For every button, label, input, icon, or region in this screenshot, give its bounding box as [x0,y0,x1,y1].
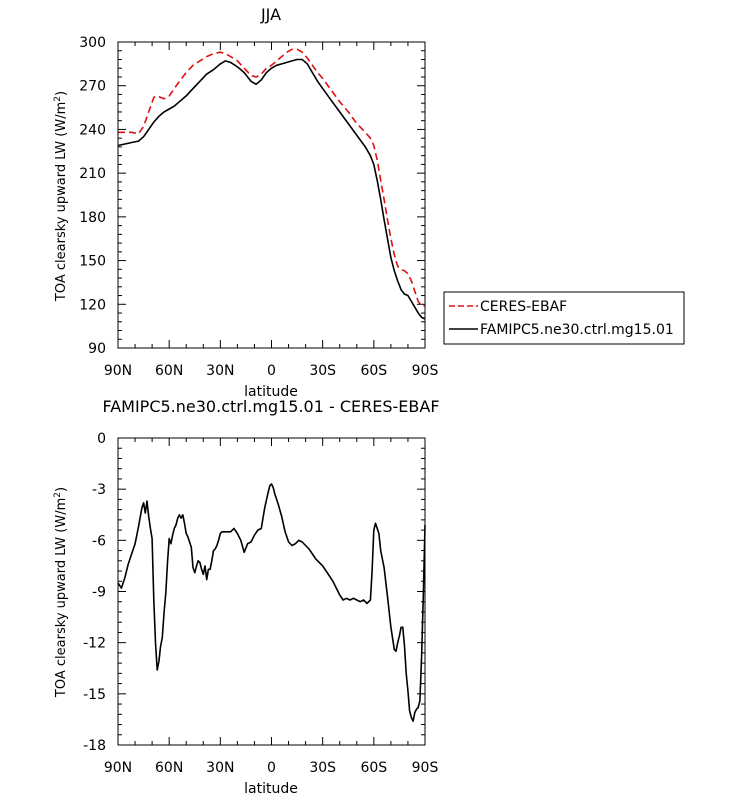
x-tick-label: 90N [104,760,132,776]
plot-area: -18 -15 -12 -9 -6 -3 0 90N 60N 30N 0 30S 60S 90S [83,431,438,776]
y-tick-label: 270 [79,79,106,95]
x-tick-label: 60S [360,363,387,379]
y-tick-label: -3 [92,482,106,498]
series-line-1 [118,48,425,307]
y-tick-label: -6 [92,533,106,549]
y-tick-label: 150 [79,254,106,270]
x-tick-label: 90S [412,760,439,776]
y-tick-label: 300 [79,35,106,51]
plot-frame [117,437,426,746]
chart-title: FAMIPC5.ne30.ctrl.mg15.01 - CERES-EBAF [102,397,439,416]
x-axis-label: latitude [244,781,298,797]
legend: CERES-EBAF FAMIPC5.ne30.ctrl.mg15.01 [443,291,685,345]
y-tick-label: -18 [83,738,106,754]
x-axis-label: latitude [244,384,298,400]
legend-label-famipc5: FAMIPC5.ne30.ctrl.mg15.01 [480,322,674,338]
x-tick-label: 30N [206,363,234,379]
x-tick-label: 60S [360,760,387,776]
x-tick-label: 60N [155,760,183,776]
y-tick-label: 0 [97,431,106,447]
y-tick-label: 180 [79,210,106,226]
top-panel: JJA TOA clearsky upward LW (W/m2) latitu… [53,5,438,400]
x-tick-label: 30S [309,363,336,379]
legend-label-ceres: CERES-EBAF [480,299,567,315]
x-tick-label: 60N [155,363,183,379]
x-tick-label: 90S [412,363,439,379]
bottom-panel: FAMIPC5.ne30.ctrl.mg15.01 - CERES-EBAF T… [53,397,440,797]
y-tick-label: 210 [79,166,106,182]
x-tick-label: 0 [267,760,276,776]
series-line-2 [117,58,426,320]
y-tick-label: -12 [83,636,106,652]
y-tick-label: -15 [83,687,106,703]
series-line-1 [117,483,426,722]
y-tick-label: 120 [79,297,106,313]
y-tick-label: 240 [79,122,106,138]
y-tick-label: 90 [88,341,106,357]
chart-title: JJA [260,5,281,24]
y-axis-label: TOA clearsky upward LW (W/m2) [53,91,69,302]
x-tick-label: 30N [206,760,234,776]
x-tick-label: 90N [104,363,132,379]
x-tick-label: 0 [267,363,276,379]
plot-area: 90 120 150 180 210 240 270 300 90N 60N 30N 0 30S 60S 9… [79,35,438,379]
x-tick-label: 30S [309,760,336,776]
y-axis-label: TOA clearsky upward LW (W/m2) [53,487,69,698]
legend-box [443,291,685,345]
y-tick-label: -9 [92,585,106,601]
plot-frame [117,41,426,349]
